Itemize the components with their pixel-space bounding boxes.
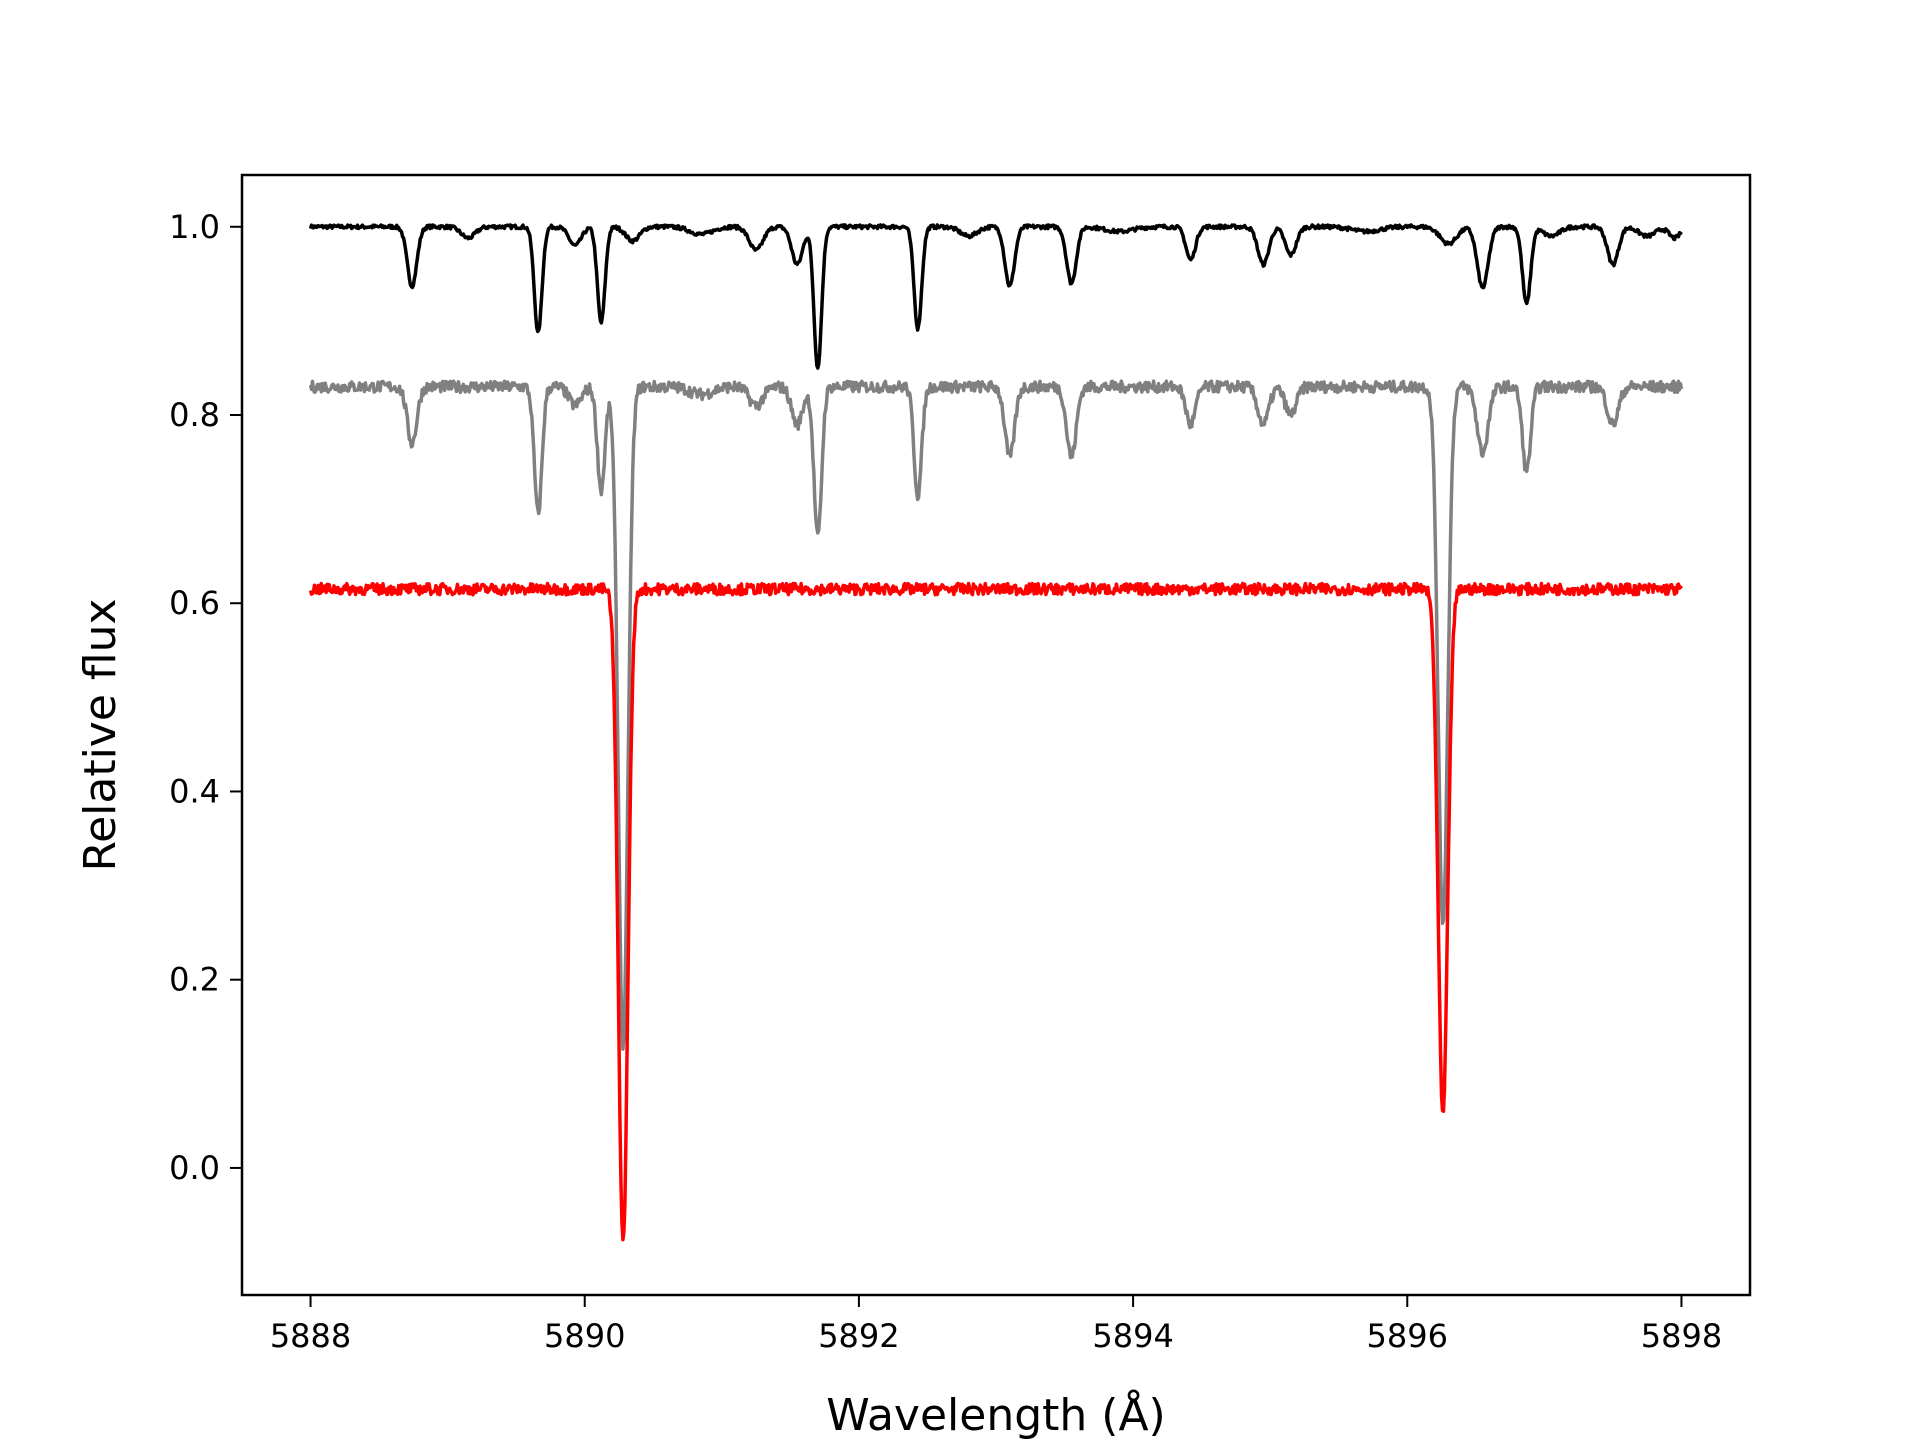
y-axis-label: Relative flux (75, 598, 126, 871)
x-tick-label: 5892 (818, 1317, 899, 1355)
x-tick-label: 5896 (1367, 1317, 1448, 1355)
plot-frame (240, 173, 1752, 1297)
x-axis: 5888 5890 5892 5894 5896 5898 (270, 1295, 1722, 1355)
x-tick-label: 5890 (544, 1317, 625, 1355)
x-tick-label: 5898 (1641, 1317, 1722, 1355)
x-tick-label: 5888 (270, 1317, 351, 1355)
spectrum-series-line-3 (308, 581, 1683, 1242)
spectrum-series-line-2 (308, 379, 1684, 1051)
y-tick-label: 0.8 (169, 396, 220, 434)
y-tick-label: 0.2 (169, 961, 220, 999)
y-tick-label: 0.0 (169, 1149, 220, 1187)
y-axis: 0.0 0.2 0.4 0.6 0.8 1.0 (169, 208, 242, 1187)
y-tick-label: 1.0 (169, 208, 220, 246)
y-tick-label: 0.4 (169, 772, 220, 810)
spectrum-series-line-1 (308, 223, 1683, 370)
y-tick-label: 0.6 (169, 584, 220, 622)
x-tick-label: 5894 (1092, 1317, 1173, 1355)
x-axis-label: Wavelength (Å) (826, 1388, 1165, 1440)
series-layer (308, 223, 1684, 1242)
